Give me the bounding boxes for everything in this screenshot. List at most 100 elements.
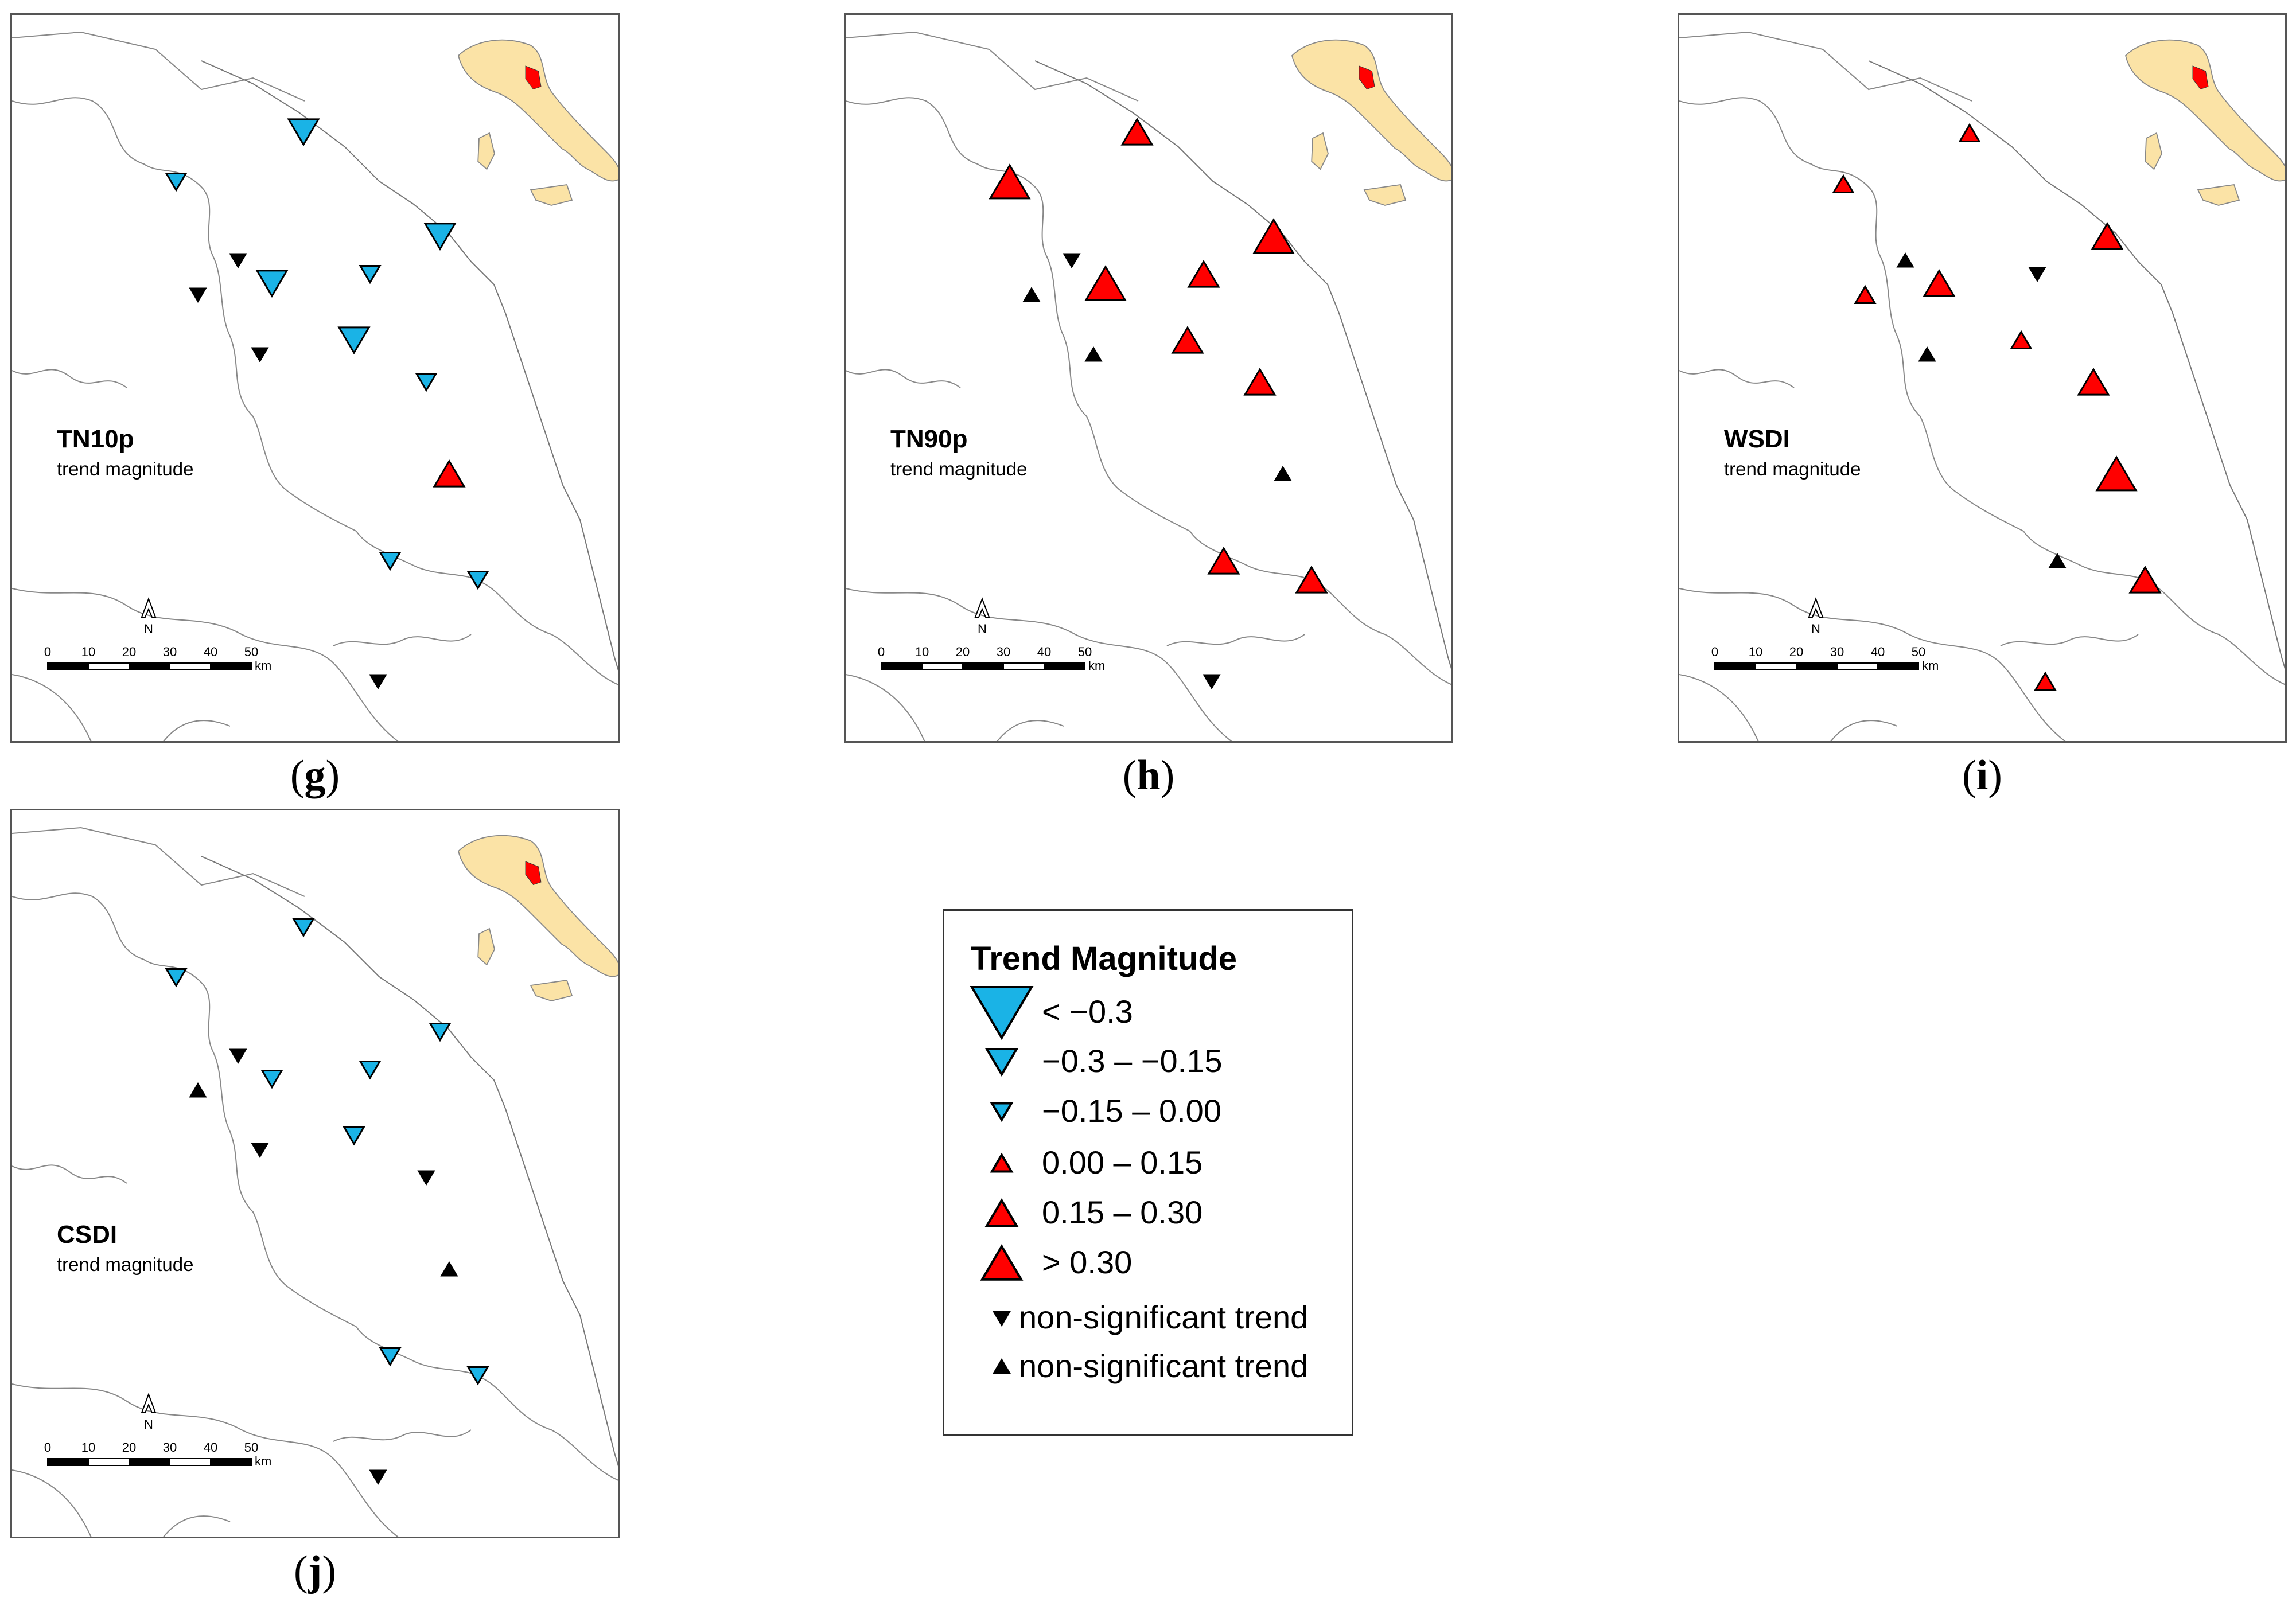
scale-tick-label: 30 — [1830, 645, 1844, 659]
scale-tick-label: 40 — [1037, 645, 1051, 659]
region-border — [12, 675, 92, 743]
station-marker — [1245, 369, 1275, 395]
legend-symbol — [987, 1049, 1017, 1074]
scale-tick-label: 40 — [1871, 645, 1885, 659]
station-marker — [2079, 369, 2108, 395]
legend-symbol — [982, 1246, 1021, 1280]
scale-bar-segment — [963, 663, 1003, 670]
region-border — [1679, 675, 1760, 743]
north-arrow-icon — [142, 599, 155, 617]
station-marker — [1275, 467, 1290, 480]
scale-unit: km — [1922, 658, 1939, 673]
region-border — [846, 32, 1138, 101]
station-marker — [166, 174, 186, 190]
station-marker — [1920, 348, 1935, 361]
station-marker — [380, 1348, 400, 1365]
station-marker — [231, 1050, 246, 1062]
station-marker — [430, 1024, 450, 1040]
station-marker — [1960, 125, 1979, 142]
scale-tick-label: 30 — [163, 645, 177, 659]
map-canvas: N 0 10 20 30 40 50km — [12, 810, 620, 1538]
sardinia — [478, 133, 495, 169]
station-marker — [1189, 262, 1219, 287]
region-border — [1190, 531, 1453, 686]
scale-tick-label: 20 — [956, 645, 970, 659]
scale-unit: km — [255, 1454, 271, 1468]
legend-label: −0.3 – −0.15 — [1042, 1042, 1223, 1079]
scale-tick-label: 20 — [1789, 645, 1803, 659]
region-border — [846, 675, 926, 743]
region-border — [1679, 369, 1794, 388]
scale-tick-label: 30 — [163, 1440, 177, 1455]
scale-tick-label: 40 — [204, 1440, 217, 1455]
panel-j: N 0 10 20 30 40 50 km CSDI trend magnitude — [10, 809, 620, 1538]
legend-label: < −0.3 — [1042, 993, 1133, 1030]
scale-tick-label: 0 — [1711, 645, 1718, 659]
scale-bar-segment — [129, 1459, 170, 1465]
caption-i: (i) — [1925, 751, 2040, 800]
sicily — [2198, 185, 2239, 205]
station-marker — [1254, 220, 1293, 253]
station-marker — [289, 119, 318, 145]
station-marker — [468, 1367, 488, 1384]
scale-bar-segment — [1837, 663, 1878, 670]
region-border — [2023, 531, 2287, 686]
legend: Trend Magnitude < −0.3 −0.3 – −0.15 −0.15 … — [943, 909, 1353, 1436]
station-marker — [1834, 176, 1853, 193]
scale-tick-label: 50 — [1912, 645, 1925, 659]
region-border — [1679, 32, 1972, 101]
station-marker — [294, 919, 313, 936]
legend-title: Trend Magnitude — [971, 940, 1237, 978]
panel-i: N 0 10 20 30 40 50 km WSDI trend magnitude — [1678, 13, 2287, 743]
scale-tick-label: 10 — [915, 645, 929, 659]
scale-tick-label: 0 — [44, 645, 51, 659]
station-marker — [344, 1128, 364, 1144]
station-marker — [2036, 673, 2055, 690]
scale-tick-label: 50 — [244, 645, 258, 659]
station-marker — [190, 1084, 205, 1097]
scale-bar-segment — [1796, 663, 1837, 670]
scale-bar-segment — [211, 1459, 251, 1465]
scale-bar-segment — [1756, 663, 1796, 670]
scale-bar-segment — [48, 663, 88, 670]
region-border — [12, 32, 305, 101]
scale-bar-segment — [170, 663, 211, 670]
station-marker — [252, 348, 267, 361]
panel-title: CSDI — [57, 1221, 117, 1249]
sicily — [1364, 185, 1406, 205]
scale-tick-label: 0 — [878, 645, 885, 659]
region-border — [213, 256, 356, 531]
region-border — [1880, 256, 2023, 531]
scale-bar-segment — [1878, 663, 1918, 670]
legend-symbol — [987, 1200, 1017, 1226]
region-border — [2001, 634, 2138, 646]
station-marker — [1297, 567, 1326, 592]
station-marker — [434, 461, 464, 486]
north-arrow-icon — [975, 599, 989, 617]
scale-tick-label: 20 — [122, 645, 136, 659]
station-marker — [1086, 348, 1101, 361]
region-border — [12, 828, 305, 896]
panel-g: N 0 10 20 30 40 50 km TN10p trend magnitude — [10, 13, 620, 743]
scale-tick-label: 10 — [81, 645, 95, 659]
scale-tick-label: 10 — [81, 1440, 95, 1455]
italy-inset — [1292, 40, 1453, 205]
station-marker — [360, 266, 380, 283]
station-marker — [1064, 254, 1079, 267]
station-marker — [1024, 289, 1039, 301]
scale-bar-segment — [48, 1459, 88, 1465]
legend-label: > 0.30 — [1042, 1243, 1132, 1281]
station-marker — [2097, 457, 2136, 490]
station-marker — [419, 1171, 434, 1184]
station-marker — [339, 328, 369, 353]
italy-inset — [458, 40, 620, 205]
coastline — [1035, 61, 1453, 680]
station-marker — [190, 289, 205, 301]
station-marker — [371, 1471, 386, 1483]
station-marker — [257, 271, 287, 296]
scale-bar-segment — [1003, 663, 1044, 670]
station-marker — [262, 1071, 282, 1087]
station-marker — [1855, 287, 1875, 303]
